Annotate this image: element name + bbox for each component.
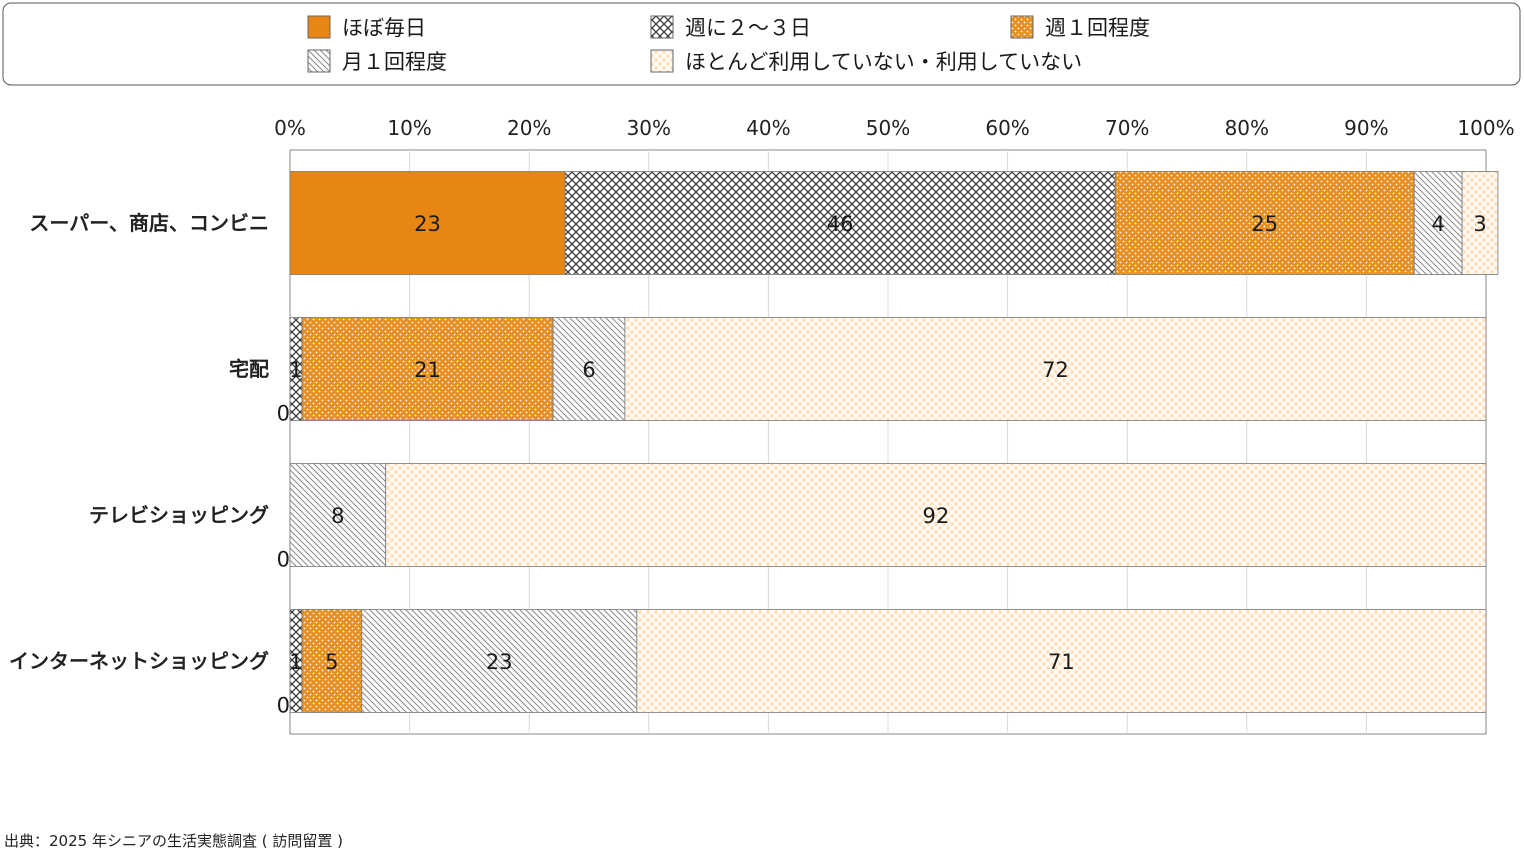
category-label: スーパー、商店、コンビニ <box>29 211 269 235</box>
category-label: テレビショッピング <box>89 503 269 527</box>
data-label: 25 <box>1251 212 1278 236</box>
data-label: 0 <box>277 694 290 718</box>
bar-segment <box>289 463 387 567</box>
data-label: 23 <box>486 650 513 674</box>
bar-segment <box>1461 171 1499 275</box>
x-tick-label: 40% <box>746 116 790 140</box>
bar-segment <box>361 609 638 713</box>
legend-label: 月１回程度 <box>342 50 447 74</box>
source-note: 出典：2025 年シニアの生活実態調査 ( 訪問留置 ) <box>4 832 343 850</box>
bar-segment <box>552 317 626 421</box>
legend-label: 週１回程度 <box>1045 16 1150 40</box>
legend-swatch <box>307 15 331 39</box>
x-tick-label: 0% <box>274 116 306 140</box>
bar-segment <box>624 317 1487 421</box>
x-tick-label: 80% <box>1225 116 1269 140</box>
bar-segment <box>301 609 363 713</box>
x-tick-label: 20% <box>507 116 551 140</box>
data-label: 3 <box>1473 212 1486 236</box>
x-tick-label: 70% <box>1105 116 1149 140</box>
data-label: 72 <box>1042 358 1069 382</box>
x-axis-tick-labels: 0% 10% 20% 30% 40% 50% 60% 70% 80% 90% 100% <box>274 116 1514 140</box>
x-tick-label: 60% <box>985 116 1029 140</box>
bar-segment <box>1413 171 1463 275</box>
data-label: 71 <box>1048 650 1075 674</box>
category-label: インターネットショッピング <box>9 649 269 673</box>
legend-label: ほぼ毎日 <box>342 16 426 40</box>
bar-segment <box>385 463 1487 567</box>
legend-label: ほとんど利用していない・利用していない <box>685 50 1082 74</box>
data-label: 8 <box>331 504 344 528</box>
data-label: 0 <box>277 548 290 572</box>
category-label: 宅配 <box>229 357 269 381</box>
bar-segment <box>289 171 566 275</box>
data-label: 5 <box>325 650 338 674</box>
data-label: 1 <box>289 358 302 382</box>
legend-box <box>2 2 1521 86</box>
data-label: 6 <box>582 358 595 382</box>
legend-swatch <box>1010 15 1034 39</box>
legend-swatch <box>650 15 674 39</box>
x-tick-label: 10% <box>387 116 431 140</box>
data-label: 4 <box>1431 212 1444 236</box>
bar-segment <box>564 171 1116 275</box>
data-label: 21 <box>414 358 441 382</box>
data-label: 23 <box>414 212 441 236</box>
bar-segment <box>636 609 1487 713</box>
data-label: 46 <box>827 212 854 236</box>
legend-swatch <box>307 49 331 73</box>
x-tick-label: 90% <box>1344 116 1388 140</box>
legend-swatch <box>650 49 674 73</box>
x-tick-label: 30% <box>627 116 671 140</box>
data-label: 0 <box>277 402 290 426</box>
legend-label: 週に２～３日 <box>685 16 811 40</box>
data-label: 1 <box>289 650 302 674</box>
bar-segment <box>301 317 554 421</box>
bar-segment <box>1114 171 1415 275</box>
x-tick-label: 100% <box>1457 116 1514 140</box>
data-label: 92 <box>922 504 949 528</box>
x-tick-label: 50% <box>866 116 910 140</box>
